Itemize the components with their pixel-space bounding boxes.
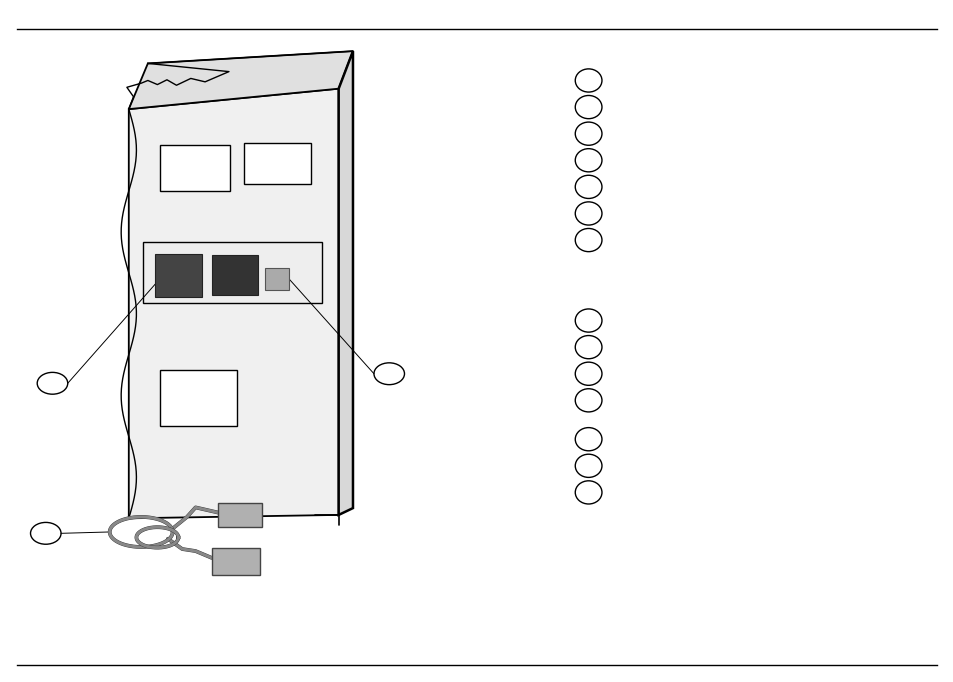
Polygon shape <box>129 51 353 109</box>
Bar <box>265 268 289 290</box>
Polygon shape <box>129 89 338 518</box>
Bar <box>244 143 311 184</box>
FancyBboxPatch shape <box>218 503 262 527</box>
Bar <box>160 370 236 426</box>
Bar <box>143 242 322 303</box>
Bar <box>212 255 257 295</box>
Bar <box>160 145 230 191</box>
Polygon shape <box>338 51 353 515</box>
FancyBboxPatch shape <box>212 548 260 575</box>
Bar <box>154 254 202 297</box>
